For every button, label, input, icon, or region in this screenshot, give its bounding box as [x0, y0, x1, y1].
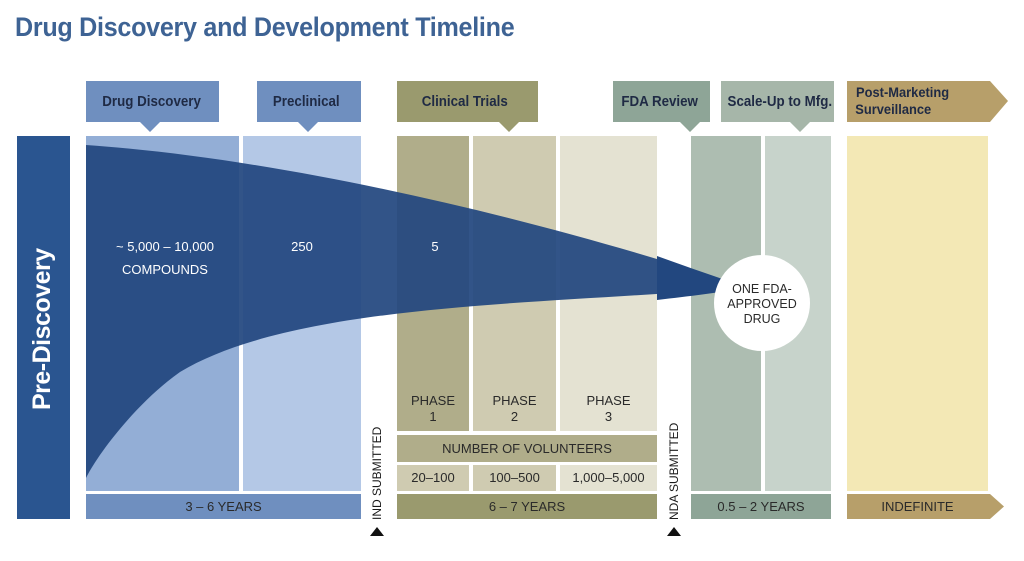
clinical-trials-header [397, 81, 538, 132]
duration-bar-discovery [86, 494, 361, 519]
page-title: Drug Discovery and Development Timeline [15, 12, 515, 42]
duration-bar-post-marketing [847, 494, 1004, 519]
ind-milestone-triangle [370, 527, 384, 536]
drug-discovery-header [86, 81, 219, 132]
volunteers-phase-1: 20–100 [411, 470, 455, 485]
phase-1-word: PHASE [410, 393, 456, 408]
duration-post-marketing-label: INDEFINITE [881, 499, 954, 514]
volunteers-bar [397, 435, 657, 462]
duration-review-label: 0.5 – 2 YEARS [717, 499, 805, 514]
approved-drug-line1: ONE FDA- [732, 282, 792, 296]
duration-discovery-label: 3 – 6 YEARS [185, 499, 262, 514]
phase-1-number: 1 [429, 409, 437, 424]
compound-funnel [86, 145, 666, 478]
duration-bar-review [691, 494, 831, 519]
approved-drug-circle [714, 255, 810, 351]
clinical-trials-label: Clinical Trials [421, 94, 508, 110]
preclinical-label: Preclinical [272, 94, 340, 110]
drug-discovery-label: Drug Discovery [102, 94, 201, 110]
ind-submitted-label: IND SUBMITTED [370, 426, 384, 520]
volunteers-cell-3 [560, 465, 657, 491]
volunteers-cell-2 [473, 465, 556, 491]
fda-review-label: FDA Review [621, 94, 698, 110]
volunteers-cell-1 [397, 465, 469, 491]
duration-bar-clinical [397, 494, 657, 519]
phase-3-word: PHASE [586, 393, 631, 408]
duration-clinical-label: 6 – 7 YEARS [488, 499, 566, 514]
approved-drug-line2: APPROVED [727, 297, 797, 311]
pre-discovery-label: Pre-Discovery [28, 248, 56, 410]
post-marketing-column [847, 136, 988, 491]
post-marketing-label-line1: Post-Marketing [856, 84, 950, 100]
volunteers-phase-2: 100–500 [489, 470, 540, 485]
approved-drug-line3: DRUG [743, 312, 781, 326]
phase-2-word: PHASE [492, 393, 537, 408]
post-marketing-label-line2: Surveillance [855, 101, 932, 117]
compounds-label: COMPOUNDS [122, 262, 208, 277]
pre-discovery-bar [17, 136, 70, 519]
preclinical-header [257, 81, 361, 132]
phase-3-number: 3 [604, 409, 613, 424]
nda-milestone-triangle [667, 527, 681, 536]
phase-2-number: 2 [510, 409, 519, 424]
compounds-count: ~ 5,000 – 10,000 [116, 239, 214, 254]
nda-submitted-label: NDA SUBMITTED [667, 422, 681, 520]
scale-up-label: Scale-Up to Mfg. [727, 94, 833, 110]
post-marketing-header [847, 81, 1008, 122]
fda-review-header [613, 81, 710, 132]
volunteers-phase-3: 1,000–5,000 [572, 470, 645, 485]
volunteers-label: NUMBER OF VOLUNTEERS [442, 441, 612, 456]
preclinical-count: 250 [291, 239, 313, 254]
clinical-count: 5 [431, 239, 439, 254]
scale-up-header [721, 81, 834, 132]
